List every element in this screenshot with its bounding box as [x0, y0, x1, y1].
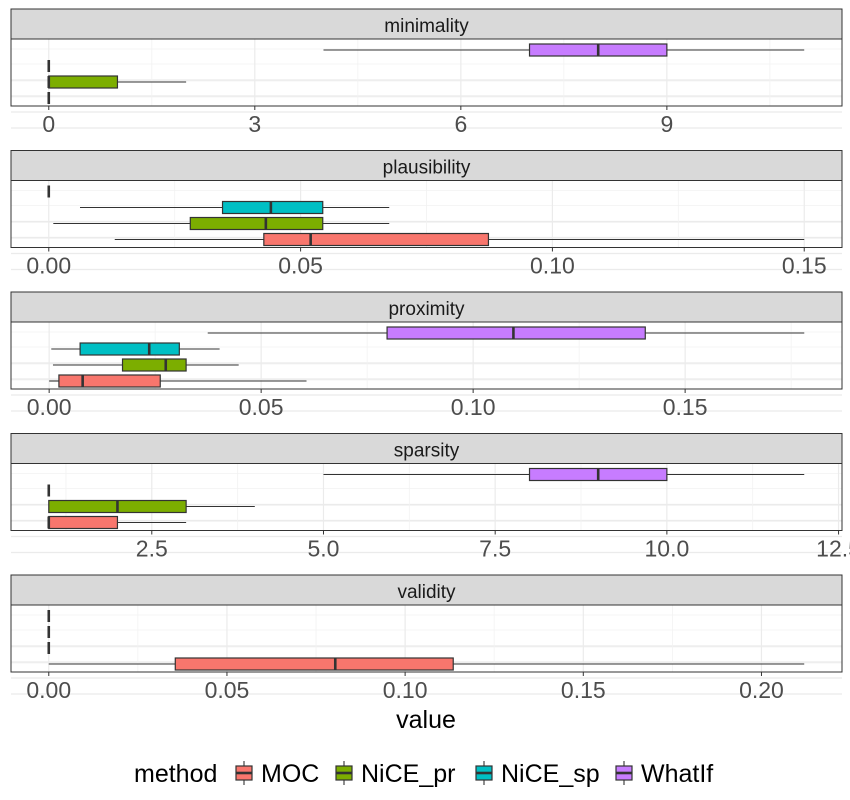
panels: minimality 0 3 6 9 plausibility 0.00 0.05 0.10 0.… [10, 8, 850, 703]
panel-plausibility: plausibility 0.00 0.05 0.10 0.15 [10, 150, 843, 279]
box-NiCE_pr [48, 499, 255, 514]
panel-border [10, 180, 843, 248]
box-body-WhatIf [386, 326, 646, 340]
strip-label: proximity [388, 299, 465, 320]
x-tick-label: 0.05 [278, 253, 323, 279]
panel-validity: validity 0.00 0.05 0.10 0.15 0.20 [10, 574, 843, 703]
x-tick-label: 0.10 [451, 394, 496, 420]
strip-label: sparsity [394, 441, 460, 462]
strip-label: minimality [384, 16, 469, 37]
x-tick-label: 0 [42, 111, 55, 137]
box-NiCE_sp [79, 200, 390, 215]
x-tick-label: 2.5 [136, 536, 168, 562]
box-body-MOC [263, 232, 490, 247]
legend: method MOC NiCE_pr NiCE_sp WhatIf [134, 760, 713, 788]
box-NiCE_pr [52, 358, 239, 372]
legend-key-WhatIf: WhatIf [615, 760, 713, 788]
panel-minimality: minimality 0 3 6 9 [10, 8, 843, 137]
legend-key-MOC: MOC [235, 760, 319, 788]
legend-label-NiCE_pr: NiCE_pr [361, 760, 455, 788]
box-body-MOC [174, 657, 454, 671]
x-tick-label: 0.15 [561, 677, 606, 703]
strip-sparsity [10, 433, 843, 464]
x-tick-label: 0.10 [383, 677, 428, 703]
strip-validity [10, 574, 843, 606]
panel-border [10, 604, 843, 673]
box-NiCE_pr [47, 75, 187, 89]
box-body-MOC [48, 515, 119, 530]
box-body-MOC [58, 374, 161, 388]
x-tick-label: 6 [454, 111, 467, 137]
strip-plausibility [10, 150, 843, 181]
strip-label: plausibility [383, 158, 471, 179]
box-WhatIf [323, 467, 805, 482]
panel-sparsity: sparsity 2.5 5.0 7.5 10.0 12.5 [10, 433, 850, 562]
box-body-NiCE_pr [48, 75, 119, 89]
x-tick-label: 12.5 [816, 536, 850, 562]
box-NiCE_sp [51, 342, 220, 356]
panel-proximity: proximity 0.00 0.05 0.10 0.15 [10, 291, 843, 420]
panel-border [10, 38, 843, 107]
box-MOC [47, 515, 187, 530]
x-tick-label: 0.10 [530, 253, 575, 279]
box-MOC [49, 374, 307, 388]
x-tick-label: 10.0 [644, 536, 689, 562]
x-tick-label: 9 [660, 111, 673, 137]
x-tick-label: 5.0 [307, 536, 339, 562]
strip-minimality [10, 8, 843, 40]
legend-title: method [134, 760, 217, 788]
box-WhatIf [323, 43, 805, 57]
box-body-NiCE_sp [79, 342, 180, 356]
box-body-NiCE_pr [189, 216, 324, 231]
legend-key-NiCE_pr: NiCE_pr [335, 760, 455, 788]
x-tick-label: 0.00 [27, 394, 72, 420]
box-body-NiCE_pr [121, 358, 187, 372]
legend-label-MOC: MOC [261, 760, 319, 788]
x-tick-label: 7.5 [479, 536, 511, 562]
box-NiCE_pr [53, 216, 390, 231]
x-tick-label: 0.20 [739, 677, 784, 703]
x-axis-title: value [396, 706, 456, 734]
panel-border [10, 321, 843, 390]
legend-label-WhatIf: WhatIf [641, 760, 713, 788]
legend-key-NiCE_sp: NiCE_sp [475, 760, 600, 788]
legend-label-NiCE_sp: NiCE_sp [501, 760, 600, 788]
x-tick-label: 0.00 [26, 253, 71, 279]
box-WhatIf [207, 326, 805, 340]
x-tick-label: 0.05 [205, 677, 250, 703]
x-tick-label: 0.15 [663, 394, 708, 420]
panel-border [10, 463, 843, 531]
x-tick-label: 0.15 [782, 253, 827, 279]
strip-label: validity [397, 582, 456, 603]
x-tick-label: 0.05 [239, 394, 284, 420]
box-MOC [114, 232, 805, 247]
box-body-NiCE_sp [221, 200, 324, 215]
x-tick-label: 3 [248, 111, 261, 137]
x-tick-label: 0.00 [26, 677, 71, 703]
box-MOC [48, 657, 805, 671]
